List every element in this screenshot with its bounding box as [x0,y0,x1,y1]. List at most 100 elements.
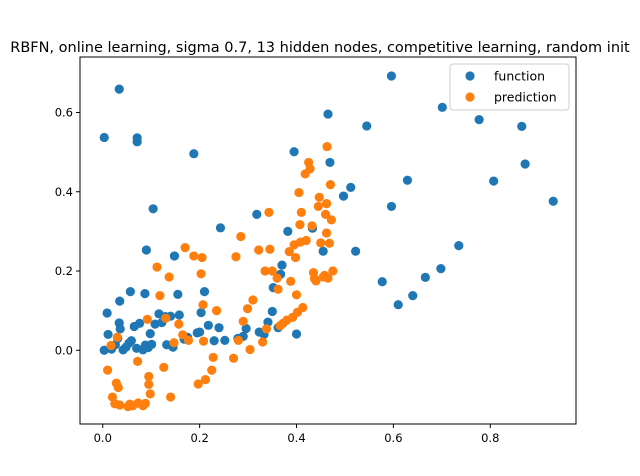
function-point-6 [141,245,151,255]
function-point-1 [114,84,124,94]
prediction-point-73 [301,235,311,246]
prediction-point-35 [198,336,209,346]
function-point-47 [209,336,219,346]
function-point-58 [267,306,277,317]
function-point-71 [346,182,356,192]
prediction-point-26 [174,319,184,329]
x-tick-label: 0.6 [384,431,402,445]
function-point-29 [147,339,157,349]
function-point-15 [115,324,125,334]
function-point-28 [145,329,155,339]
prediction-point-1 [106,340,116,351]
prediction-point-81 [314,192,324,202]
function-point-8 [115,296,125,306]
prediction-point-65 [291,290,302,300]
prediction-point-25 [169,338,179,348]
prediction-point-92 [326,215,336,225]
prediction-point-7 [115,400,125,410]
prediction-point-42 [233,335,243,345]
function-point-5 [148,204,158,214]
axes: 0.0 0.2 0.4 0.6 0.8 0.0 0.2 0.4 0.6 [55,56,577,445]
function-point-19 [125,287,135,297]
axes-frame [79,56,577,425]
prediction-point-43 [236,231,246,242]
function-point-70 [338,191,349,201]
prediction-point-71 [298,302,308,313]
y-tick-label: 0.4 [55,185,73,199]
function-point-7 [102,308,112,318]
prediction-point-49 [258,337,268,347]
prediction-point-56 [273,284,283,294]
data-points [99,71,558,412]
function-point-68 [323,109,333,119]
prediction-point-24 [165,392,176,402]
function-point-78 [402,175,413,185]
prediction-point-40 [228,353,239,363]
prediction-point-90 [324,238,335,248]
function-point-67 [318,246,328,256]
prediction-point-75 [305,164,315,174]
function-point-48 [214,323,224,333]
function-point-25 [140,289,150,299]
prediction-point-17 [144,379,154,389]
function-point-45 [199,287,210,297]
prediction-point-45 [242,304,253,314]
prediction-point-88 [322,141,332,152]
legend-marker-prediction [465,92,475,102]
prediction-point-70 [296,207,306,217]
prediction-point-67 [294,187,304,198]
prediction-point-18 [145,389,155,399]
function-point-65 [291,329,302,339]
function-point-80 [420,272,430,282]
prediction-point-0 [103,365,113,375]
x-tick-label: 0.2 [190,431,208,445]
prediction-point-47 [248,295,258,305]
prediction-point-30 [189,251,199,261]
prediction-point-79 [311,276,321,286]
prediction-point-53 [265,244,275,254]
prediction-point-31 [193,379,203,389]
function-point-73 [362,121,372,131]
prediction-point-15 [142,314,152,324]
prediction-point-16 [144,371,154,382]
prediction-point-37 [207,365,217,375]
prediction-point-27 [178,330,188,340]
function-point-54 [252,209,262,219]
function-point-64 [289,147,299,157]
function-point-81 [436,264,446,274]
function-point-88 [548,196,558,206]
prediction-point-21 [159,362,169,372]
prediction-point-19 [152,262,162,272]
prediction-point-55 [272,273,282,283]
legend-marker-function [465,71,475,81]
x-tick-label: 0.8 [481,431,499,445]
prediction-point-60 [284,247,294,257]
prediction-point-46 [245,344,255,355]
function-point-87 [520,159,530,169]
function-point-86 [517,121,527,131]
prediction-point-39 [211,306,222,316]
function-point-49 [215,223,226,233]
prediction-point-85 [320,209,331,219]
function-point-62 [277,260,287,270]
function-point-69 [325,157,335,168]
prediction-point-64 [290,252,301,263]
x-tick-label: 0.4 [287,431,305,445]
prediction-point-52 [264,207,274,217]
prediction-point-28 [180,243,190,253]
prediction-point-41 [231,252,241,262]
prediction-point-76 [307,221,317,231]
prediction-point-34 [198,300,208,310]
function-point-38 [173,289,183,299]
function-point-72 [351,246,361,256]
y-tick-label: 0.6 [55,105,73,119]
function-point-83 [454,241,464,251]
function-point-23 [134,318,145,328]
prediction-point-61 [286,276,296,286]
function-point-53 [241,323,251,334]
chart-title: RBFN, online learning, sigma 0.7, 13 hid… [10,40,630,56]
legend-label-prediction: prediction [494,90,557,105]
function-point-79 [408,290,418,301]
y-tick-label: 0.2 [55,264,73,278]
function-point-46 [203,320,213,330]
